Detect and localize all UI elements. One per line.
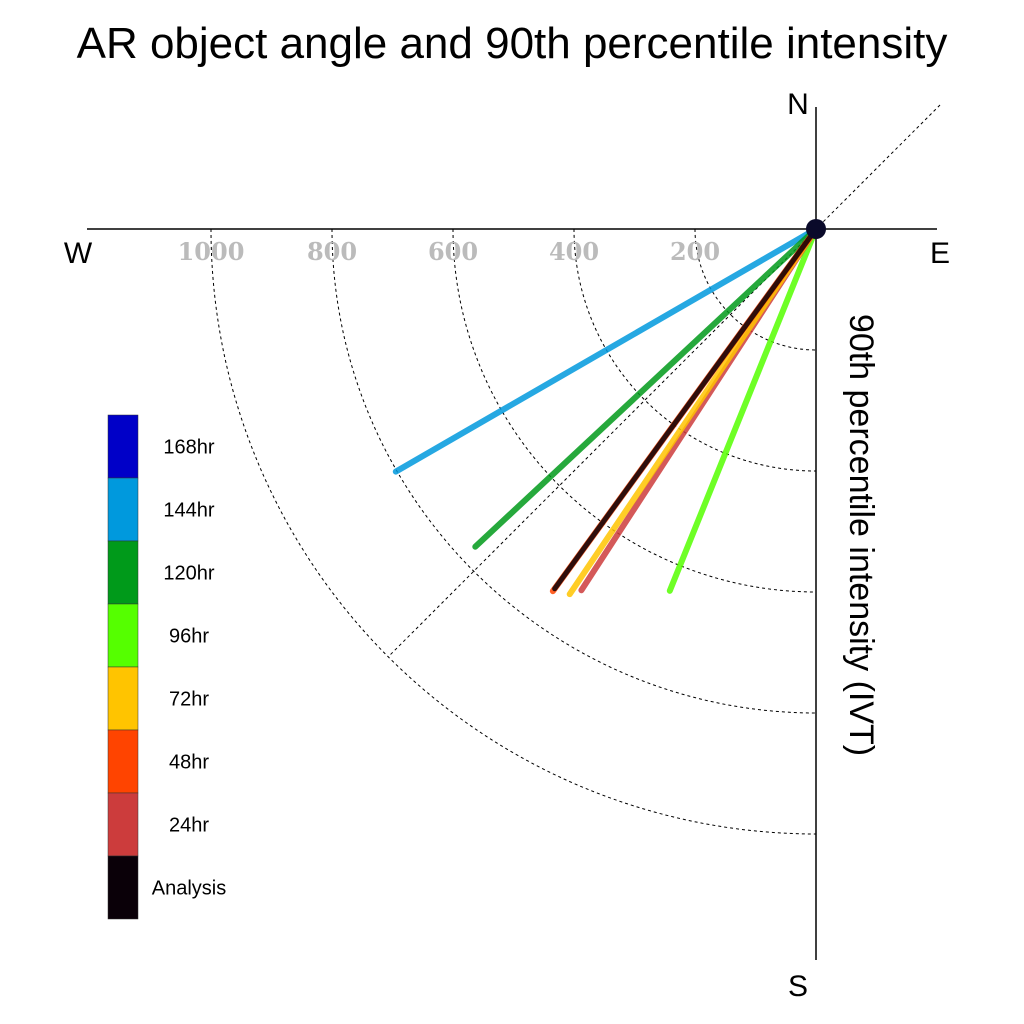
radial-tick-label: 400 <box>549 237 599 266</box>
legend-swatch-72hr <box>107 666 139 731</box>
legend-swatch-24hr <box>107 792 139 857</box>
legend: 168hr 144hr 120hr 96hr 72hr 48hr 24hr Analysis <box>107 414 226 920</box>
series-lines <box>392 219 826 598</box>
compass-west: W <box>64 237 93 270</box>
series-line-120hr <box>472 226 819 550</box>
legend-label-168hr: 168hr <box>163 437 214 459</box>
legend-label-120hr: 120hr <box>163 563 214 585</box>
compass-north: N <box>787 88 809 121</box>
legend-swatch-120hr <box>107 540 139 605</box>
legend-swatch-168hr <box>107 414 139 479</box>
grid-arc-3 <box>331 228 817 714</box>
radial-tick-label: 1000 <box>178 237 245 266</box>
grid-arc-1 <box>573 228 817 472</box>
chart-title: AR object angle and 90th percentile inte… <box>77 19 948 68</box>
series-line-96hr <box>666 226 819 594</box>
compass-east: E <box>930 237 950 270</box>
legend-swatch-48hr <box>107 729 139 794</box>
grid <box>210 104 941 835</box>
legend-swatch-analysis <box>107 855 139 920</box>
series-line-analysis <box>552 226 819 592</box>
radial-tick-label: 600 <box>428 237 478 266</box>
legend-label-72hr: 72hr <box>169 689 209 711</box>
legend-swatch-144hr <box>107 477 139 542</box>
legend-label-analysis: Analysis <box>152 878 226 900</box>
series-line-144hr <box>392 226 819 475</box>
legend-label-96hr: 96hr <box>169 626 209 648</box>
legend-label-24hr: 24hr <box>169 815 209 837</box>
legend-label-48hr: 48hr <box>169 752 209 774</box>
legend-swatch-96hr <box>107 603 139 668</box>
legend-label-144hr: 144hr <box>163 500 214 522</box>
axes <box>87 107 937 960</box>
compass-south: S <box>788 970 808 1003</box>
grid-arc-2 <box>452 228 817 593</box>
radial-ticks: 200 400 600 800 1000 <box>178 237 720 266</box>
origin-marker <box>806 219 826 239</box>
radial-tick-label: 800 <box>307 237 357 266</box>
grid-arc-0 <box>694 228 817 351</box>
radial-tick-label: 200 <box>670 237 720 266</box>
radial-axis-label: 90th percentile intensity (IVT) <box>842 314 880 756</box>
grid-diagonal <box>387 104 941 658</box>
